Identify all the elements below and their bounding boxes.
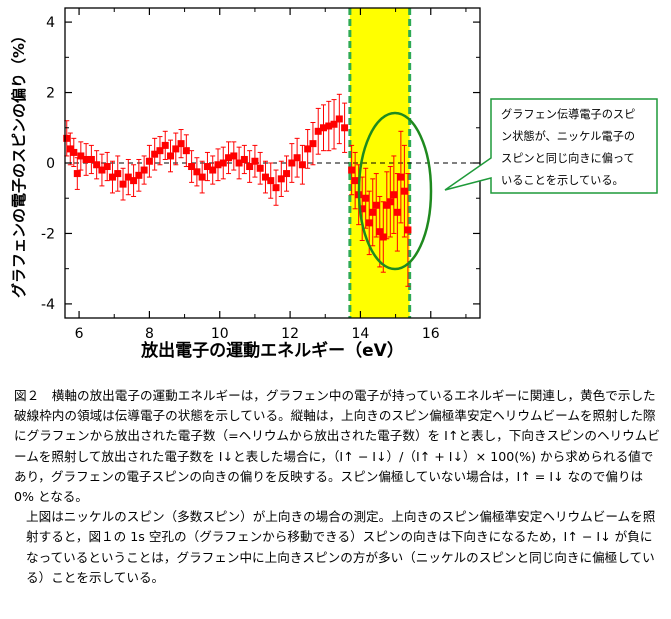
caption-paragraph-1: 図２ 横軸の放出電子の運動エネルギーは，グラフェン中の電子が持っているエネルギー… [14, 388, 660, 505]
x-tick-label: 12 [281, 326, 299, 342]
data-point [246, 163, 254, 171]
data-point [319, 124, 327, 132]
data-point [145, 157, 153, 165]
data-point [98, 166, 106, 174]
data-point [230, 152, 238, 160]
data-point [386, 198, 394, 206]
highlight-ellipse [357, 111, 433, 271]
callout-text-line: グラフェン伝導電子のスピ [501, 107, 635, 121]
data-point [298, 161, 306, 169]
data-point [267, 177, 275, 185]
data-point [193, 168, 201, 176]
callout-text-line: いることを示している。 [501, 174, 624, 187]
data-point [151, 150, 159, 158]
y-tick-label: 4 [46, 15, 55, 31]
x-tick-label: 14 [352, 326, 370, 342]
data-point [119, 180, 127, 188]
data-point [203, 163, 211, 171]
data-point [130, 177, 138, 185]
data-point [288, 159, 296, 167]
data-point [358, 205, 366, 213]
data-point [341, 124, 349, 132]
data-point [188, 163, 196, 171]
data-point [82, 155, 90, 163]
x-axis-label: 放出電子の運動エネルギー（eV） [140, 340, 404, 361]
data-point [140, 166, 148, 174]
data-point [277, 175, 285, 183]
data-point [256, 164, 264, 172]
data-point [219, 159, 227, 167]
data-point [351, 177, 359, 185]
data-point [325, 122, 333, 130]
data-point [369, 208, 377, 216]
x-tick-label: 6 [75, 326, 84, 342]
data-point [124, 173, 132, 181]
caption-paragraph-2: 上図はニッケルのスピン（多数スピン）が上向きの場合の測定。上向きのスピン偏極準安… [26, 509, 656, 585]
data-point [87, 155, 95, 163]
data-point [198, 173, 206, 181]
y-tick-label: -2 [41, 226, 55, 242]
data-point [161, 141, 169, 149]
data-point [156, 147, 164, 155]
data-point [251, 157, 259, 165]
data-point [390, 191, 398, 199]
data-point [376, 228, 384, 236]
figure: 6 8 10 12 14 16 4 2 0 -2 -4 放出電子の運動エネルギー（eV） グラフェンの電… [10, 7, 658, 361]
data-point [314, 127, 322, 135]
y-axis-label: グラフェンの電子のスピンの偏り（%） [10, 28, 28, 298]
data-point [283, 170, 291, 178]
data-point [293, 154, 301, 162]
data-point [182, 147, 190, 155]
y-tick-label: 2 [46, 86, 55, 102]
chart: 6 8 10 12 14 16 4 2 0 -2 -4 放出電子の運動エネルギー（eV） グラフェンの電… [10, 7, 658, 361]
y-tick-label: -4 [41, 297, 55, 313]
data-point [209, 166, 217, 174]
data-point [365, 219, 373, 227]
data-point [167, 152, 175, 160]
data-point [66, 145, 74, 153]
data-point [335, 115, 343, 123]
x-tick-label: 16 [422, 326, 440, 342]
data-point [379, 233, 387, 241]
x-tick-label: 10 [211, 326, 229, 342]
data-point [114, 170, 122, 178]
figure-caption: 図２ 横軸の放出電子の運動エネルギーは，グラフェン中の電子が持っているエネルギー… [14, 386, 662, 588]
data-point [404, 226, 412, 234]
data-point [225, 154, 233, 162]
data-point [397, 173, 405, 181]
data-point [400, 187, 408, 195]
callout-box [444, 98, 658, 194]
data-point [93, 161, 101, 169]
data-point [135, 171, 143, 179]
data-point [240, 155, 248, 163]
data-point [77, 152, 85, 160]
data-point [103, 163, 111, 171]
data-point [172, 145, 180, 153]
data-point [372, 201, 380, 209]
data-point [108, 173, 116, 181]
data-point [330, 120, 338, 128]
data-point [177, 140, 185, 148]
data-point [362, 194, 370, 202]
data-point [272, 184, 280, 192]
data-point [214, 161, 222, 169]
data-point [235, 159, 243, 167]
data-point [70, 148, 78, 156]
data-point [383, 201, 391, 209]
data-point [304, 145, 312, 153]
data-point [261, 173, 269, 181]
data-point [348, 166, 356, 174]
x-tick-label: 8 [145, 326, 154, 342]
y-tick-label: 0 [46, 156, 55, 172]
callout-text-line: ン状態が、ニッケル電子の [501, 129, 635, 143]
callout-text-line: スピンと同じ向きに偏って [501, 151, 635, 165]
data-point [73, 170, 81, 178]
data-point [63, 134, 71, 142]
data-point [309, 140, 317, 148]
data-point [393, 208, 401, 216]
